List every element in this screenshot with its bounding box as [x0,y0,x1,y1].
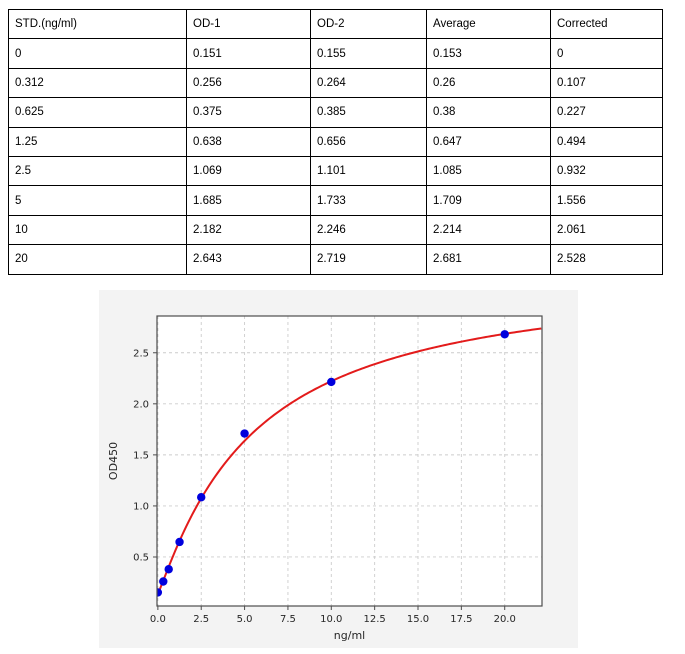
table-cell: 0.256 [186,67,311,99]
table-row: 0.625 0.375 0.385 0.38 0.227 [8,97,663,128]
x-tick-label: 12.5 [364,614,386,625]
table-header-od1: OD-1 [186,8,311,40]
y-tick-label: 1.0 [133,501,149,512]
data-point [327,377,336,387]
x-tick-label: 2.5 [193,614,209,625]
table-cell: 0.107 [550,67,663,99]
table-cell: 0.153 [426,38,551,69]
table-row: 10 2.182 2.246 2.214 2.061 [8,214,663,246]
x-tick-label: 5.0 [237,614,253,625]
data-point [240,429,249,438]
table-header-std: STD.(ng/ml) [8,8,187,40]
table-row: 0 0.151 0.155 0.153 0 [8,38,663,69]
table-header-corrected: Corrected [550,8,663,40]
table-cell: 2.5 [8,155,187,187]
x-tick-label: 17.5 [450,614,472,625]
table-cell: 1.709 [426,185,551,216]
table-cell: 0.385 [310,97,427,128]
x-tick-label: 0.0 [150,614,166,625]
table-cell: 0.155 [310,38,427,69]
table-cell: 2.061 [550,214,663,246]
x-axis-label: ng/ml [334,629,365,642]
table-cell: 0.264 [310,67,427,99]
y-tick-label: 0.5 [133,552,149,563]
table-cell: 2.214 [426,214,551,246]
data-point [164,565,173,574]
table-cell: 0.375 [186,97,311,128]
standard-curve-figure: 0.0 2.5 5.0 7.5 10.0 12.5 15.0 17.5 20.0 0.5 1.0 1.… [99,290,578,648]
table-cell: 0.312 [8,67,187,99]
x-tick-label: 10.0 [320,614,342,625]
table-cell: 2.182 [186,214,311,246]
table-cell: 0 [550,38,663,69]
table-cell: 1.25 [8,126,187,157]
table-cell: 5 [8,185,187,216]
table-cell: 0.494 [550,126,663,157]
table-cell: 10 [8,214,187,246]
table-cell: 1.733 [310,185,427,216]
table-row: 2.5 1.069 1.101 1.085 0.932 [8,155,663,187]
table-cell: 0.932 [550,155,663,187]
y-tick-label: 1.5 [133,450,149,461]
table-cell: 1.085 [426,155,551,187]
data-point [175,537,184,547]
data-point [197,493,206,502]
standard-curve-chart: 0.0 2.5 5.0 7.5 10.0 12.5 15.0 17.5 20.0 0.5 1.0 1.… [107,315,543,642]
table-cell: 0.227 [550,97,663,128]
table-cell: 0.638 [186,126,311,157]
table-cell: 0.625 [8,97,187,128]
table-cell: 0 [8,38,187,69]
table-row: 20 2.643 2.719 2.681 2.528 [8,244,663,275]
x-tick-label: 7.5 [280,614,296,625]
standards-table: STD.(ng/ml) OD-1 OD-2 Average Corrected … [8,8,663,275]
table-cell: 20 [8,244,187,275]
table-cell: 0.26 [426,67,551,99]
table-cell: 0.151 [186,38,311,69]
fit-curve [157,327,542,595]
data-point [157,588,163,597]
table-cell: 2.528 [550,244,663,275]
table-cell: 0.656 [310,126,427,157]
table-cell: 0.647 [426,126,551,157]
y-tick-label: 2.0 [133,399,149,410]
plot-border [156,315,543,607]
x-tick-label: 15.0 [407,614,429,625]
x-tick-label: 20.0 [494,614,516,625]
table-header-od2: OD-2 [310,8,427,40]
table-header-row: STD.(ng/ml) OD-1 OD-2 Average Corrected [8,8,663,40]
y-tick-label: 2.5 [133,348,149,359]
table-cell: 1.069 [186,155,311,187]
table-cell: 1.685 [186,185,311,216]
y-axis-label: OD450 [107,442,120,480]
table-row: 5 1.685 1.733 1.709 1.556 [8,185,663,216]
plot-area [157,316,542,606]
table-row: 1.25 0.638 0.656 0.647 0.494 [8,126,663,157]
table-cell: 1.101 [310,155,427,187]
table-cell: 2.643 [186,244,311,275]
table-cell: 1.556 [550,185,663,216]
table-row: 0.312 0.256 0.264 0.26 0.107 [8,67,663,99]
table-header-average: Average [426,8,551,40]
data-point [500,330,509,339]
table-cell: 2.719 [310,244,427,275]
table-cell: 0.38 [426,97,551,128]
table-cell: 2.246 [310,214,427,246]
table-cell: 2.681 [426,244,551,275]
data-point [159,577,168,586]
